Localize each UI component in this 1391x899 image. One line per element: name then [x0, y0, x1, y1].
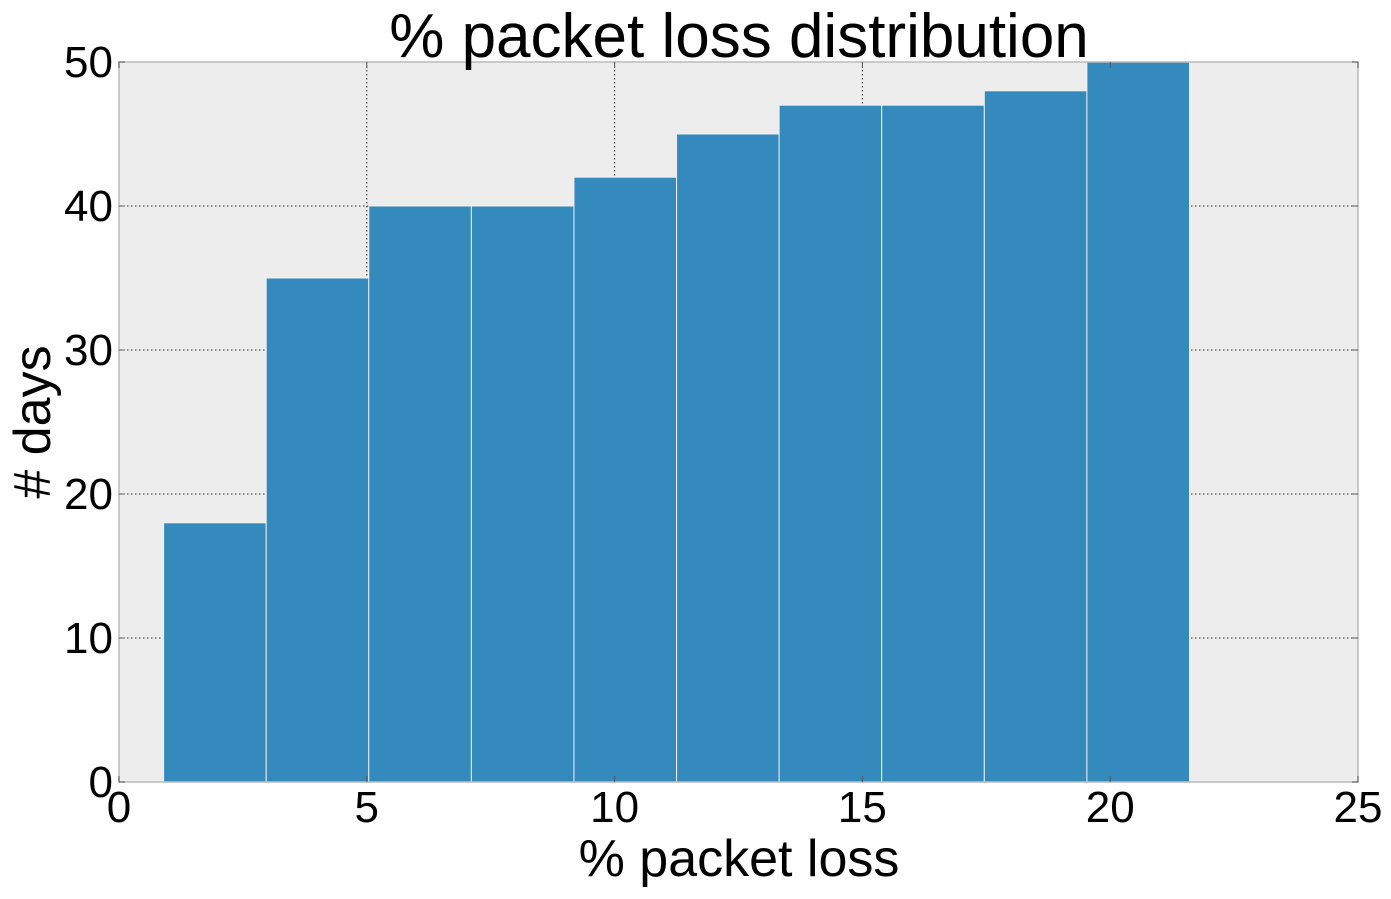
x-tick-label: 25: [1334, 783, 1383, 832]
histogram-bar: [778, 104, 883, 783]
x-tick-label: 15: [838, 783, 887, 832]
histogram-bar: [163, 522, 267, 783]
x-axis-label: % packet loss: [579, 830, 900, 888]
histogram-bar: [983, 90, 1088, 783]
histogram-bar: [265, 277, 370, 783]
x-tick-labels: 0 5 10 15 20 25: [107, 783, 1383, 832]
y-tick-label: 20: [64, 470, 113, 519]
y-tick-label: 50: [64, 38, 113, 87]
plot-frame: [118, 61, 1359, 783]
histogram-bar: [368, 205, 472, 783]
histogram-bar: [470, 205, 575, 783]
histogram-bars: [163, 61, 1190, 783]
x-tick-label: 5: [355, 783, 379, 832]
y-tick-label: 10: [64, 614, 113, 663]
tick-marks: [118, 61, 1359, 783]
y-tick-label: 30: [64, 326, 113, 375]
x-tick-label: 0: [107, 783, 131, 832]
x-tick-label: 10: [590, 783, 639, 832]
histogram-bar: [1086, 61, 1190, 783]
y-tick-label: 0: [89, 758, 113, 807]
x-tick-label: 20: [1086, 783, 1135, 832]
histogram-bar: [676, 133, 780, 783]
y-tick-label: 40: [64, 182, 113, 231]
chart-title: % packet loss distribution: [389, 2, 1089, 71]
y-tick-labels: 0 10 20 30 40 50: [64, 38, 113, 807]
histogram-bar: [573, 176, 678, 783]
histogram-bar: [881, 104, 985, 783]
y-axis-label: # days: [4, 345, 62, 498]
